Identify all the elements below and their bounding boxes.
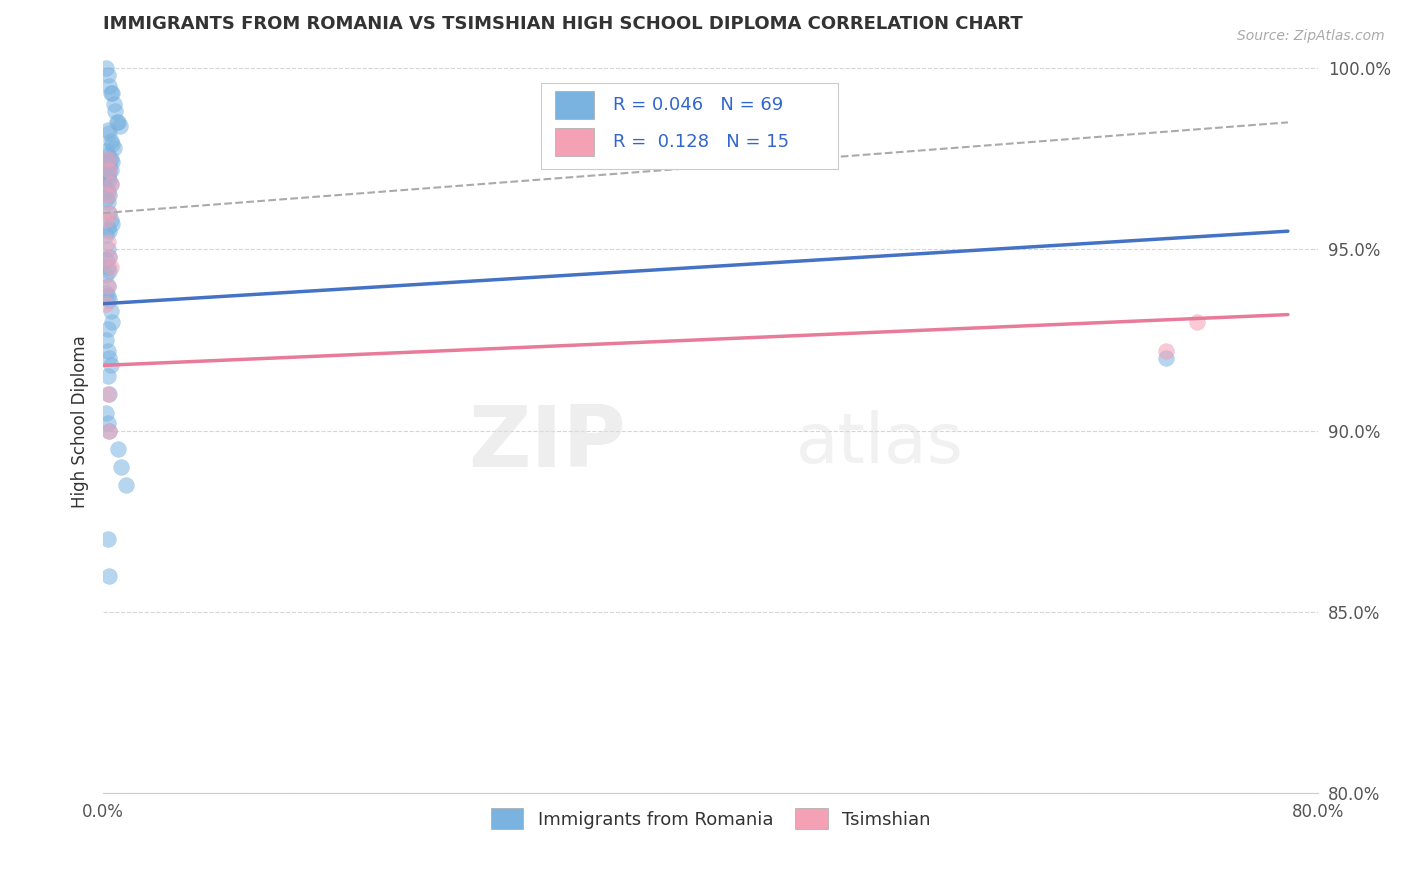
Point [97,278,120,293]
Point [97,159,120,173]
Point [1185,315,1208,329]
Point [97,343,120,358]
Point [96,61,118,75]
Point [103,141,125,155]
Point [96,405,118,419]
Text: IMMIGRANTS FROM ROMANIA VS TSIMSHIAN HIGH SCHOOL DIPLOMA CORRELATION CHART: IMMIGRANTS FROM ROMANIA VS TSIMSHIAN HIG… [103,15,1024,33]
Point [98,250,121,264]
Point [96,213,118,227]
Point [98,79,121,94]
Point [97,260,120,275]
Point [97,533,120,547]
Point [98,351,121,365]
Point [96,155,118,169]
Point [98,162,121,177]
Point [96,169,118,184]
Point [96,227,118,242]
Point [101,315,124,329]
Point [101,137,124,152]
Point [101,155,124,169]
Point [98,387,121,401]
Point [96,253,118,268]
Point [97,184,120,198]
Point [100,134,122,148]
Point [97,387,120,401]
Point [98,162,121,177]
Point [97,369,120,384]
Point [96,268,118,282]
Point [107,115,129,129]
Point [96,145,118,159]
Point [108,119,131,133]
Text: atlas: atlas [796,410,963,477]
Point [97,235,120,249]
Point [100,260,122,275]
Point [97,166,120,180]
Y-axis label: High School Diploma: High School Diploma [72,335,89,508]
Point [107,442,129,456]
Point [96,180,118,194]
Point [98,264,121,278]
Point [98,293,121,307]
Legend: Immigrants from Romania, Tsimshian: Immigrants from Romania, Tsimshian [484,801,938,837]
Point [97,417,120,431]
Point [97,188,120,202]
Point [100,304,122,318]
Point [100,152,122,166]
Text: R =  0.128   N = 15: R = 0.128 N = 15 [613,133,790,151]
Point [98,152,121,166]
Point [100,87,122,101]
Point [101,87,124,101]
FancyBboxPatch shape [540,83,838,169]
Point [96,285,118,300]
Bar [555,128,595,156]
Point [97,220,120,235]
Point [97,289,120,303]
Point [100,177,122,191]
Point [98,188,121,202]
Point [110,459,132,474]
Point [1156,343,1178,358]
Point [96,166,118,180]
Point [97,122,120,136]
Bar [555,91,595,119]
Point [100,162,122,177]
Point [115,478,138,492]
Point [97,68,120,82]
Text: Source: ZipAtlas.com: Source: ZipAtlas.com [1237,29,1385,44]
Point [97,152,120,166]
Point [97,195,120,210]
Point [97,148,120,162]
Point [98,206,121,220]
Point [97,169,120,184]
Point [100,213,122,227]
Point [1156,351,1178,365]
Point [98,224,121,238]
Point [98,250,121,264]
Point [103,97,125,112]
Point [98,424,121,438]
Point [100,359,122,373]
Point [97,242,120,256]
Point [98,173,121,187]
Point [97,322,120,336]
Point [96,192,118,206]
Point [100,177,122,191]
Point [101,217,124,231]
Point [98,424,121,438]
Point [98,206,121,220]
Point [97,278,120,293]
Point [104,104,127,119]
Point [96,296,118,310]
Text: ZIP: ZIP [468,402,626,485]
Point [98,568,121,582]
Point [105,115,128,129]
Text: R = 0.046   N = 69: R = 0.046 N = 69 [613,95,783,114]
Point [96,333,118,347]
Point [98,126,121,140]
